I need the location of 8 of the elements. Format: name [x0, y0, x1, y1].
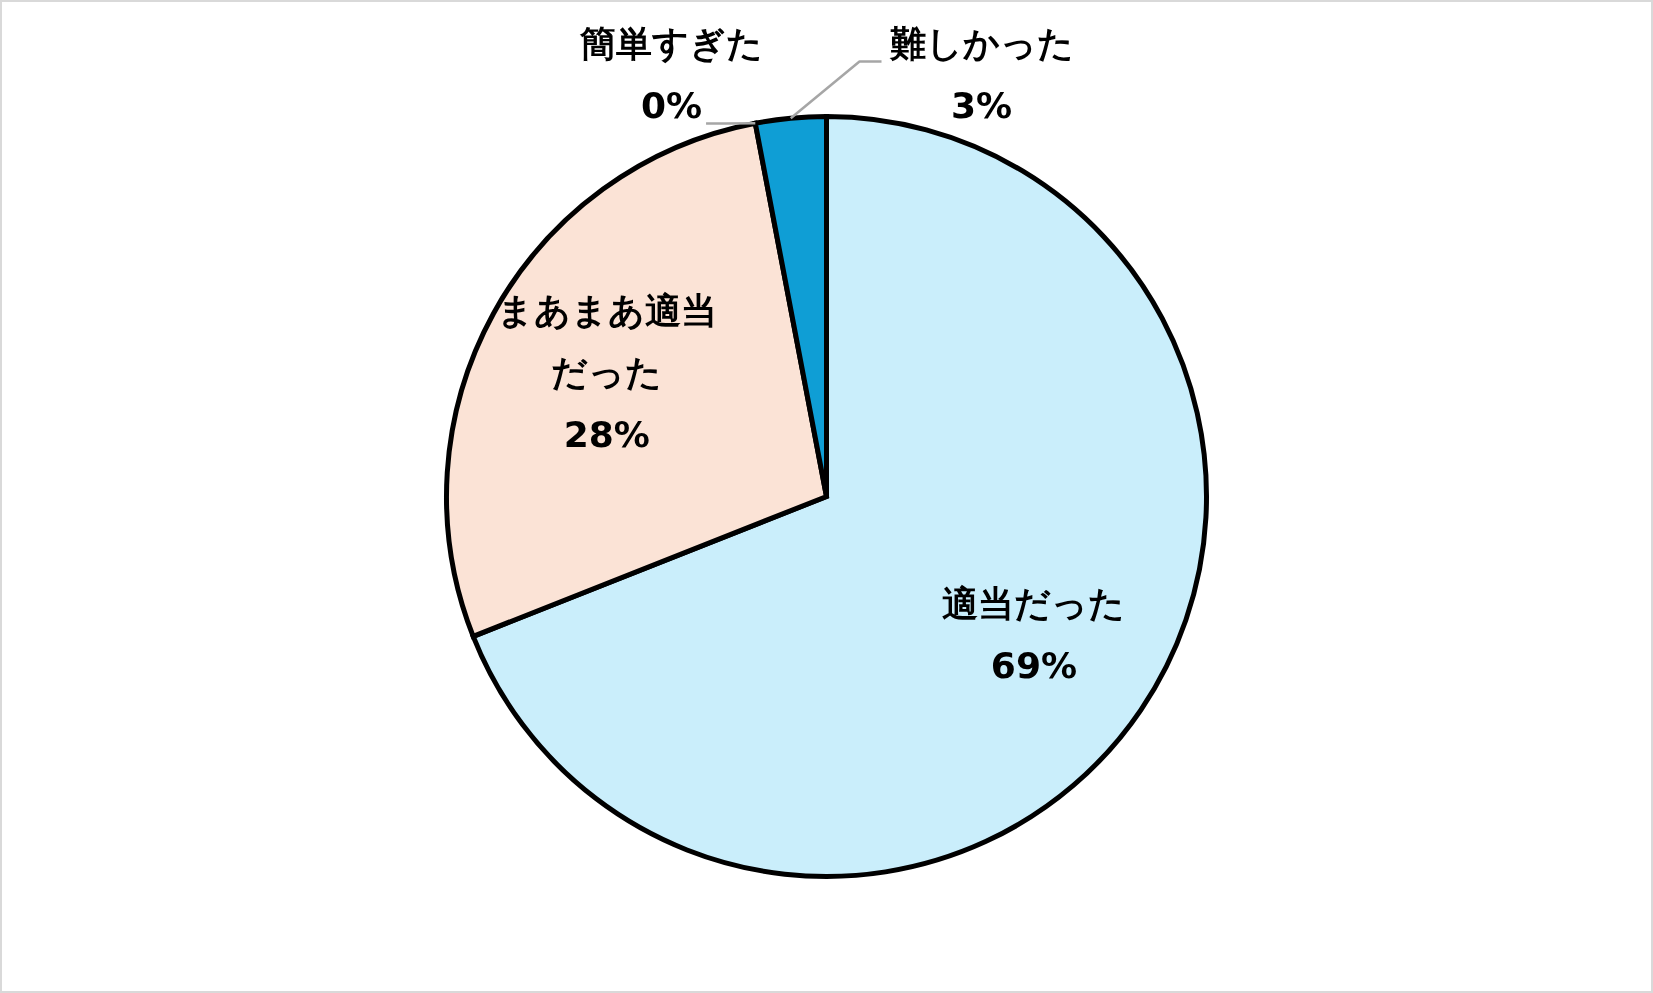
- slice-label: まあまあ適当だった: [496, 290, 717, 394]
- slice-label: 難しかった: [888, 22, 1074, 64]
- category-label: 簡単すぎた: [580, 22, 763, 64]
- text: 0%: [640, 84, 703, 126]
- data-label: 28%: [563, 414, 650, 456]
- data-label: 69%: [990, 644, 1078, 686]
- slice-label: 適当だった: [942, 582, 1126, 624]
- data-label: 3%: [950, 84, 1013, 126]
